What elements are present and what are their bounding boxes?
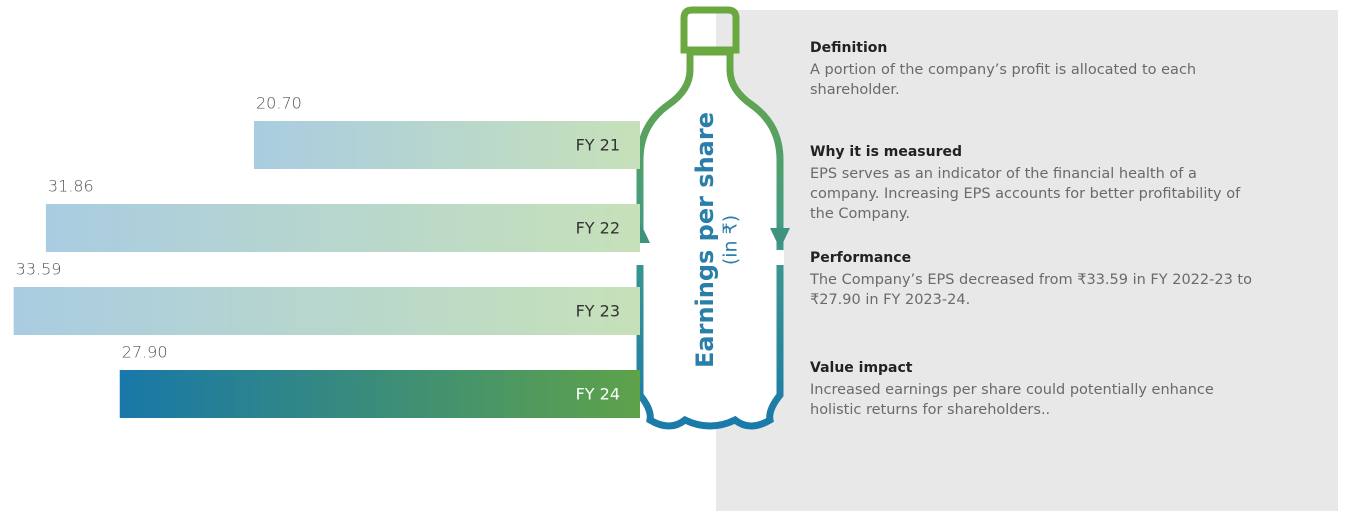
bar xyxy=(14,287,640,335)
chart-subtitle: (in ₹) xyxy=(720,215,742,265)
category-label: FY 22 xyxy=(576,219,620,238)
section-text: the Company. xyxy=(810,206,910,222)
value-label: 31.86 xyxy=(48,177,94,196)
section-text: ₹27.90 in FY 2023-24. xyxy=(810,292,970,308)
section-heading: Definition xyxy=(810,40,887,56)
value-label: 27.90 xyxy=(122,343,168,362)
section-text: holistic returns for shareholders.. xyxy=(810,402,1050,418)
section-text: EPS serves as an indicator of the financ… xyxy=(810,166,1197,182)
value-label: 20.70 xyxy=(256,94,302,113)
section-heading: Why it is measured xyxy=(810,144,962,160)
category-label: FY 24 xyxy=(576,385,620,404)
section-text: shareholder. xyxy=(810,82,900,98)
infographic: Earnings per share (in ₹) 20.70 FY 21 31.8… xyxy=(0,0,1354,511)
section-heading: Performance xyxy=(810,250,911,266)
category-label: FY 23 xyxy=(576,302,620,321)
section-heading: Value impact xyxy=(810,360,913,376)
category-label: FY 21 xyxy=(576,136,620,155)
section-text: The Company’s EPS decreased from ₹33.59 … xyxy=(809,272,1252,288)
chart-title: Earnings per share xyxy=(691,112,719,368)
section-text: A portion of the company’s profit is all… xyxy=(810,62,1196,78)
section-text: company. Increasing EPS accounts for bet… xyxy=(810,186,1241,202)
value-label: 33.59 xyxy=(16,260,62,279)
bar xyxy=(120,370,640,418)
section-text: Increased earnings per share could poten… xyxy=(810,382,1214,398)
bar xyxy=(46,204,640,252)
